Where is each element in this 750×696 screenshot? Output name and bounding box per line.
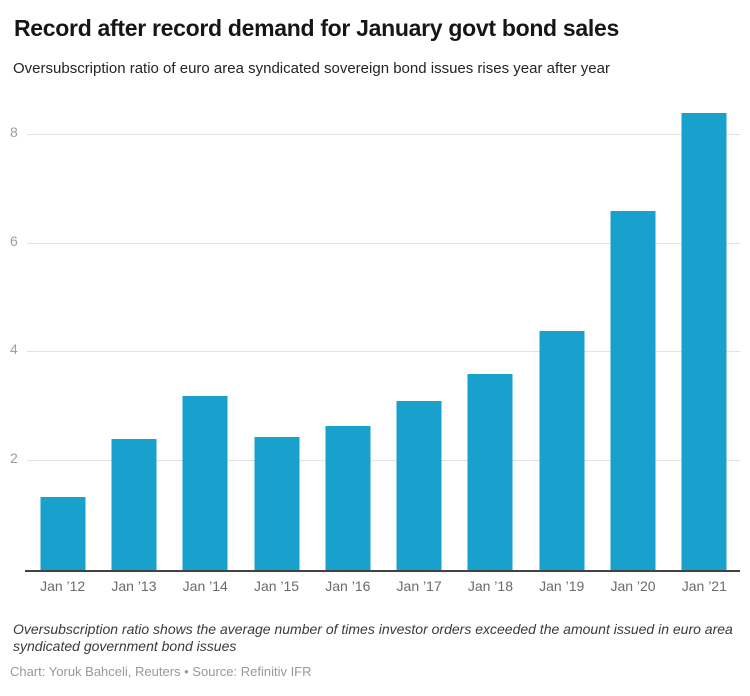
bar bbox=[610, 210, 656, 570]
gridline bbox=[27, 133, 740, 135]
bar-slot bbox=[383, 100, 454, 570]
bars-layer bbox=[27, 100, 740, 570]
bar bbox=[40, 496, 86, 570]
x-tick-label: Jan ’17 bbox=[396, 578, 442, 594]
bar-slot bbox=[669, 100, 740, 570]
chart-title: Record after record demand for January g… bbox=[14, 15, 619, 41]
x-tick-label: Jan ’19 bbox=[539, 578, 585, 594]
bar-slot bbox=[312, 100, 383, 570]
x-tick-label: Jan ’15 bbox=[253, 578, 300, 594]
bar bbox=[681, 113, 727, 570]
x-tick-label: Jan ’14 bbox=[182, 578, 228, 594]
bar-chart: 2 4 6 8 Jan ’12 Jan ’13 Jan ’14 Jan ’15 Jan ’16… bbox=[10, 100, 740, 594]
bar bbox=[111, 439, 157, 570]
bar-slot bbox=[241, 100, 312, 570]
bar bbox=[396, 401, 442, 570]
y-tick-label: 8 bbox=[10, 123, 18, 140]
credit-line: Chart: Yoruk Bahceli, Reuters • Source: … bbox=[10, 664, 312, 679]
chart-card: Record after record demand for January g… bbox=[10, 15, 740, 679]
bar-slot bbox=[526, 100, 597, 570]
bar bbox=[539, 330, 585, 570]
bar bbox=[325, 425, 371, 570]
x-tick-label: Jan ’16 bbox=[325, 578, 371, 594]
chart-subtitle: Oversubscription ratio of euro area synd… bbox=[13, 60, 610, 77]
gridline bbox=[27, 460, 740, 462]
x-tick-label: Jan ’18 bbox=[467, 578, 513, 594]
bar-slot bbox=[27, 100, 98, 570]
bar bbox=[182, 395, 228, 570]
bar-slot bbox=[98, 100, 169, 570]
bar bbox=[467, 374, 513, 570]
footnote: Oversubscription ratio shows the average… bbox=[13, 621, 733, 654]
bar bbox=[254, 436, 300, 570]
x-tick-label: Jan ’12 bbox=[40, 578, 86, 594]
x-axis-labels: Jan ’12 Jan ’13 Jan ’14 Jan ’15 Jan ’16 Jan ’… bbox=[27, 572, 740, 594]
gridline bbox=[27, 242, 740, 244]
bar-slot bbox=[170, 100, 241, 570]
x-tick-label: Jan ’13 bbox=[111, 578, 157, 594]
x-axis-line bbox=[25, 570, 740, 572]
y-tick-label: 6 bbox=[10, 232, 18, 249]
plot-area: 2 4 6 8 bbox=[10, 100, 740, 570]
y-tick-label: 2 bbox=[10, 450, 18, 467]
x-tick-label: Jan ’20 bbox=[610, 578, 656, 594]
y-tick-label: 4 bbox=[10, 341, 18, 358]
bar-slot bbox=[455, 100, 526, 570]
gridline bbox=[27, 351, 740, 353]
bar-slot bbox=[597, 100, 668, 570]
x-tick-label: Jan ’21 bbox=[681, 578, 727, 594]
